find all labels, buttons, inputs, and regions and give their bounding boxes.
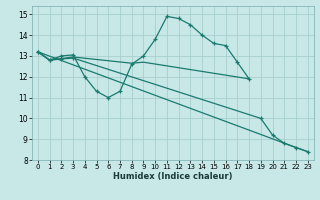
X-axis label: Humidex (Indice chaleur): Humidex (Indice chaleur)	[113, 172, 233, 181]
